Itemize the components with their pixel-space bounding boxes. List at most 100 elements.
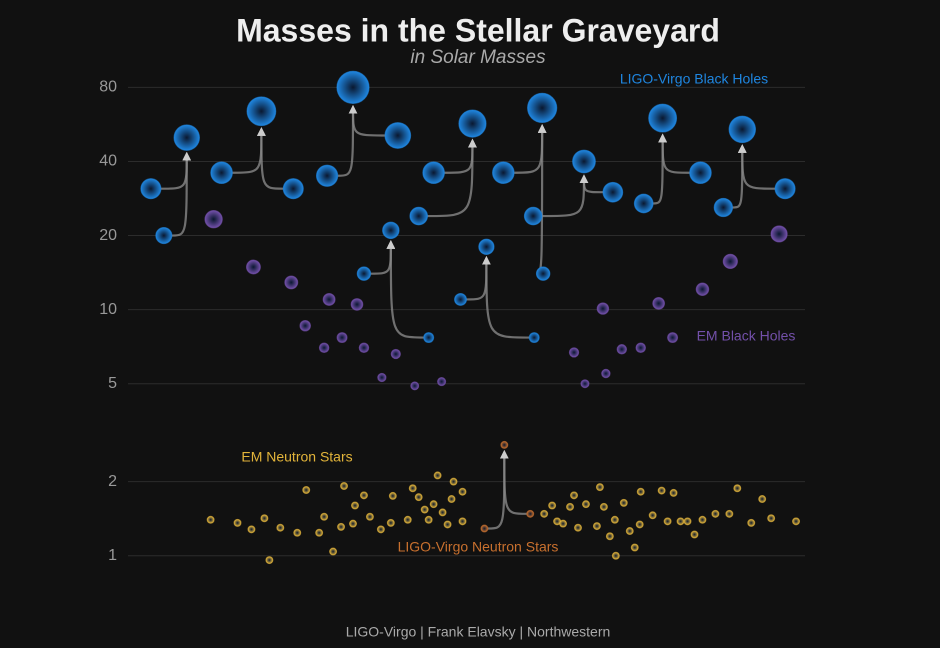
merger-arrow xyxy=(348,104,385,137)
point xyxy=(458,109,487,138)
point xyxy=(478,238,495,255)
point xyxy=(336,70,370,104)
point xyxy=(602,181,624,203)
point xyxy=(676,517,685,526)
point xyxy=(596,302,610,315)
point xyxy=(356,266,372,281)
y-tick-label: 20 xyxy=(99,227,117,244)
point xyxy=(722,253,738,270)
point xyxy=(349,519,358,528)
point xyxy=(329,547,338,556)
series-label: LIGO-Virgo Black Holes xyxy=(620,71,768,87)
point xyxy=(358,342,370,354)
point xyxy=(683,517,692,526)
point xyxy=(657,486,666,495)
point xyxy=(595,483,604,492)
point xyxy=(173,124,200,151)
point xyxy=(424,515,433,524)
point xyxy=(540,509,549,518)
chart-title: Masses in the Stellar Graveyard xyxy=(236,12,720,48)
point xyxy=(635,520,644,529)
point xyxy=(535,266,551,281)
point xyxy=(611,551,620,560)
point xyxy=(689,161,712,185)
point xyxy=(770,225,788,243)
point xyxy=(792,517,801,526)
merger-arrow xyxy=(427,138,477,218)
point xyxy=(663,517,672,526)
point xyxy=(320,512,329,521)
point xyxy=(566,502,575,511)
point xyxy=(403,515,412,524)
point xyxy=(616,344,628,355)
point xyxy=(747,518,756,527)
point xyxy=(140,178,162,200)
point xyxy=(350,501,359,510)
point xyxy=(458,487,467,496)
marks: LIGO-Virgo Black Holes EM Black Holes EM N… xyxy=(140,70,801,565)
point xyxy=(725,509,734,518)
point xyxy=(690,530,699,539)
point xyxy=(433,471,442,480)
point xyxy=(570,491,579,500)
point xyxy=(449,477,458,486)
point xyxy=(480,524,489,533)
point xyxy=(384,122,412,149)
source: LIGO-Virgo | Frank Elavsky | Northwester… xyxy=(346,624,611,640)
point xyxy=(733,484,742,493)
point xyxy=(233,518,242,527)
point xyxy=(408,484,417,493)
point xyxy=(492,161,515,185)
point xyxy=(438,508,447,517)
point xyxy=(284,275,299,290)
point xyxy=(648,511,657,520)
merger-arrow xyxy=(386,240,424,339)
point xyxy=(592,522,601,531)
point xyxy=(336,332,348,344)
point xyxy=(386,518,395,527)
point xyxy=(610,515,619,524)
y-tick-label: 5 xyxy=(108,375,117,392)
point xyxy=(568,347,580,358)
point xyxy=(454,292,467,306)
merger-arrow xyxy=(257,127,284,190)
point xyxy=(423,332,435,344)
y-tick-label: 1 xyxy=(108,547,117,564)
merger-arrow xyxy=(171,151,192,237)
point xyxy=(246,96,277,127)
point xyxy=(711,509,720,518)
point xyxy=(340,482,349,491)
point xyxy=(619,498,628,507)
point xyxy=(414,493,423,502)
point xyxy=(204,210,223,229)
point xyxy=(437,377,447,387)
point xyxy=(409,206,429,226)
point xyxy=(410,381,420,391)
series-label: EM Neutron Stars xyxy=(241,449,352,465)
point xyxy=(388,491,397,500)
point xyxy=(500,440,509,449)
point xyxy=(420,505,429,514)
point xyxy=(648,103,678,133)
point xyxy=(315,528,324,537)
point xyxy=(548,501,557,510)
point xyxy=(322,292,336,306)
point xyxy=(599,502,608,511)
point xyxy=(206,515,215,524)
point xyxy=(377,372,387,383)
point xyxy=(422,161,445,185)
merger-arrow xyxy=(658,133,690,174)
point xyxy=(572,149,596,174)
point xyxy=(601,368,611,379)
point xyxy=(260,514,269,523)
point xyxy=(458,517,467,526)
point xyxy=(767,514,776,523)
point xyxy=(633,193,654,214)
point xyxy=(302,485,311,494)
point xyxy=(315,164,339,187)
point xyxy=(528,332,540,344)
point xyxy=(581,500,590,509)
arrows xyxy=(160,104,776,530)
point xyxy=(625,527,634,536)
